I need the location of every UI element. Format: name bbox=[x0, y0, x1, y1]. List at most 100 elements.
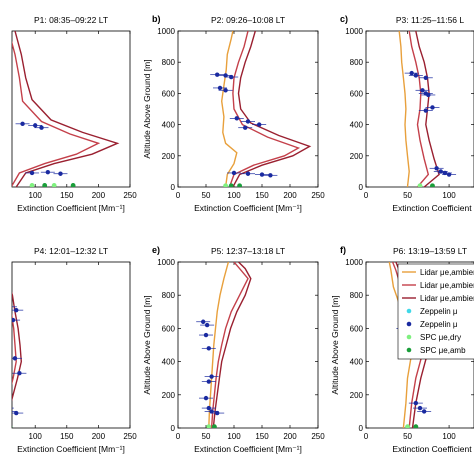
zeppelin-ambient-point bbox=[421, 409, 427, 414]
plot-frame bbox=[11, 30, 131, 188]
zeppelin-ambient-point bbox=[39, 125, 44, 130]
y-tick-label: 400 bbox=[350, 121, 364, 130]
legend-entry-label: Lidar μe,ambien bbox=[420, 294, 474, 303]
zeppelin-ambient-point bbox=[58, 171, 63, 176]
zeppelin-ambient-point bbox=[29, 170, 35, 176]
panel-letter: c) bbox=[340, 14, 348, 24]
zeppelin-dry-point bbox=[0, 130, 3, 134]
zeppelin-ambient-point bbox=[209, 374, 214, 379]
zeppelin-ambient-point bbox=[446, 172, 452, 177]
x-tick-label: 50 bbox=[403, 191, 412, 200]
zeppelin-ambient-point bbox=[12, 317, 16, 323]
zeppelin-dry-point bbox=[1, 170, 5, 174]
zeppelin-ambient-point bbox=[33, 123, 38, 128]
y-tick-label: 200 bbox=[350, 152, 364, 161]
zeppelin-ambient-point bbox=[206, 346, 211, 351]
y-tick-label: 0 bbox=[171, 183, 176, 192]
panel-title: P5: 12:37–13:18 LT bbox=[211, 246, 285, 256]
spc-dry-point bbox=[405, 424, 410, 428]
y-tick-label: 600 bbox=[350, 324, 364, 333]
zeppelin-ambient-point bbox=[234, 116, 239, 121]
y-tick-label: 600 bbox=[162, 324, 176, 333]
x-tick-label: 50 bbox=[202, 432, 211, 441]
y-tick-label: 800 bbox=[350, 291, 364, 300]
x-tick-label: 150 bbox=[60, 191, 74, 200]
y-tick-label: 400 bbox=[350, 358, 364, 367]
spc-dry-point bbox=[29, 183, 35, 187]
zeppelin-ambient-point bbox=[409, 70, 414, 76]
plot-area bbox=[398, 31, 457, 187]
zeppelin-ambient-point bbox=[14, 307, 19, 313]
zeppelin-ambient-point bbox=[245, 171, 251, 176]
spc-ambient-point bbox=[228, 183, 234, 187]
spc-ambient-point bbox=[237, 183, 242, 187]
x-tick-label: 250 bbox=[123, 432, 137, 441]
x-tick-label: 150 bbox=[60, 432, 74, 441]
x-axis-label: Extinction Coefficient bbox=[392, 203, 472, 213]
spc-ambient-point bbox=[413, 424, 419, 428]
chart-panel-4: P4: 12:01–12:32 LT 100 150 200 250 Extinction… bbox=[0, 246, 137, 454]
spc-dry-point bbox=[0, 424, 3, 429]
zeppelin-ambient-point bbox=[423, 75, 429, 81]
chart-panel-1: P1: 08:35–09:22 LT 100 150 200 250 Extinction… bbox=[0, 15, 137, 213]
x-tick-label: 0 bbox=[176, 432, 181, 441]
zeppelin-ambient-point bbox=[12, 410, 13, 413]
zeppelin-ambient-point bbox=[217, 85, 223, 91]
zeppelin-ambient-point bbox=[434, 166, 439, 171]
panel-title: P2: 09:26–10:08 LT bbox=[211, 15, 285, 25]
y-tick-label: 0 bbox=[359, 424, 364, 433]
zeppelin-ambient-point bbox=[223, 88, 228, 93]
x-tick-label: 0 bbox=[364, 432, 369, 441]
zeppelin-ambient-point bbox=[257, 122, 262, 127]
lidar-series-line-2 bbox=[12, 40, 101, 187]
panel-title: P3: 11:25–11:56 L bbox=[396, 15, 464, 25]
zeppelin-ambient-point bbox=[426, 92, 431, 98]
legend-marker-swatch bbox=[406, 347, 412, 353]
legend-entry-label: Zeppelin μ bbox=[420, 320, 458, 329]
plot-frame bbox=[365, 261, 474, 429]
x-tick-label: 100 bbox=[442, 432, 456, 441]
x-tick-label: 250 bbox=[123, 191, 137, 200]
zeppelin-ambient-point bbox=[229, 74, 234, 80]
x-tick-label: 200 bbox=[283, 432, 297, 441]
zeppelin-ambient-point bbox=[204, 322, 210, 328]
x-tick-label: 200 bbox=[92, 432, 106, 441]
x-tick-label: 250 bbox=[311, 432, 325, 441]
y-tick-label: 0 bbox=[359, 183, 364, 192]
zeppelin-ambient-point bbox=[259, 172, 265, 177]
legend-entry-label: SPC μe,amb bbox=[420, 346, 466, 355]
y-tick-label: 1000 bbox=[345, 258, 363, 267]
y-tick-label: 800 bbox=[350, 58, 364, 67]
legend-marker-swatch bbox=[406, 334, 412, 340]
x-tick-label: 50 bbox=[202, 191, 211, 200]
zeppelin-ambient-point bbox=[20, 121, 25, 127]
y-tick-label: 800 bbox=[162, 58, 176, 67]
y-tick-label: 0 bbox=[171, 424, 176, 433]
y-axis-label: Altitude Above Ground [m] bbox=[142, 295, 152, 394]
x-tick-label: 150 bbox=[255, 191, 269, 200]
y-tick-label: 800 bbox=[162, 291, 176, 300]
panel-letter: e) bbox=[152, 245, 160, 255]
plot-area bbox=[196, 262, 252, 428]
zeppelin-ambient-point bbox=[243, 125, 248, 130]
spc-ambient-point bbox=[70, 183, 76, 187]
lidar-series-line-1 bbox=[0, 262, 5, 428]
zeppelin-ambient-point bbox=[268, 173, 273, 178]
lidar-series-line-1 bbox=[0, 31, 11, 187]
lidar-series-line-3 bbox=[12, 291, 23, 402]
x-tick-label: 150 bbox=[255, 432, 269, 441]
spc-dry-point bbox=[417, 183, 423, 187]
spc-dry-point bbox=[223, 183, 228, 187]
lidar-series-line-3 bbox=[212, 262, 252, 428]
zeppelin-ambient-point bbox=[430, 105, 435, 110]
x-tick-label: 200 bbox=[92, 191, 106, 200]
y-tick-label: 600 bbox=[162, 89, 176, 98]
y-tick-label: 400 bbox=[162, 121, 176, 130]
y-tick-label: 400 bbox=[162, 358, 176, 367]
zeppelin-ambient-point bbox=[206, 405, 211, 411]
chart-panel-3: P3: 11:25–11:56 Lc)0 50 100020040060080010… bbox=[340, 14, 474, 213]
panel-letter: b) bbox=[152, 14, 161, 24]
zeppelin-ambient-point bbox=[203, 332, 209, 338]
legend-entry-label: Lidar μe,ambien bbox=[420, 268, 474, 277]
